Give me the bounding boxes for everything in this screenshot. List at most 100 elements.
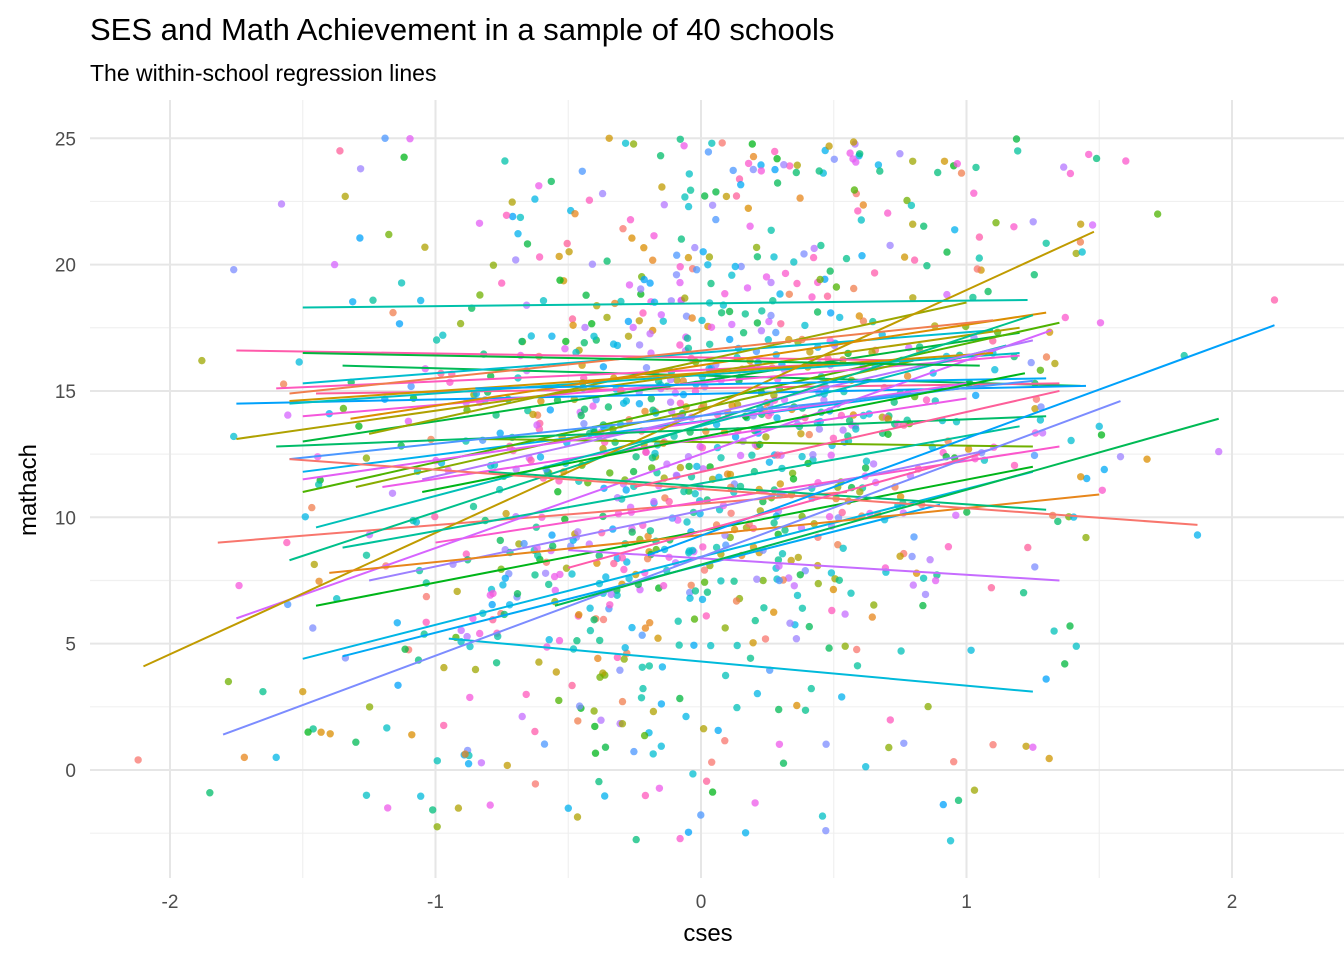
scatter-point [931, 576, 940, 585]
scatter-point [206, 789, 214, 797]
scatter-point [604, 403, 613, 411]
scatter-point [512, 256, 520, 264]
scatter-point [352, 738, 360, 746]
scatter-point [462, 550, 470, 558]
scatter-point [771, 165, 779, 174]
scatter-point [790, 258, 798, 266]
scatter-point [841, 610, 849, 618]
scatter-point [741, 829, 750, 837]
scatter-point [708, 201, 717, 209]
scatter-point [700, 578, 709, 586]
scatter-point [648, 454, 657, 462]
scatter-point [433, 823, 441, 831]
scatter-point [556, 276, 564, 284]
scatter-point [757, 327, 766, 335]
scatter-point [539, 297, 548, 305]
scatter-point [827, 569, 836, 577]
scatter-point [499, 581, 507, 589]
scatter-point [629, 140, 638, 148]
scatter-point [787, 556, 795, 565]
scatter-point [815, 167, 823, 175]
scatter-point [304, 728, 312, 736]
scatter-point [591, 749, 600, 757]
scatter-point [676, 278, 684, 287]
scatter-point [753, 575, 761, 583]
scatter-point [830, 155, 838, 163]
scatter-point [1036, 366, 1045, 374]
scatter-point [798, 604, 807, 612]
scatter-point [796, 571, 804, 579]
scatter-point [850, 284, 858, 293]
scatter-point [616, 666, 624, 674]
scatter-point [336, 147, 344, 155]
scatter-point [859, 201, 867, 209]
scatter-point [885, 743, 893, 752]
scatter-point [619, 225, 627, 233]
scatter-point [657, 742, 665, 750]
scatter-point [726, 335, 734, 344]
scatter-point [230, 432, 238, 441]
scatter-point [622, 397, 631, 405]
scatter-point [471, 665, 480, 674]
scatter-point [801, 321, 809, 330]
scatter-point [736, 451, 745, 460]
scatter-point [404, 417, 413, 425]
scatter-point [641, 791, 650, 800]
scatter-point [896, 150, 904, 158]
scatter-point [690, 641, 698, 649]
scatter-point [767, 226, 775, 234]
scatter-point [464, 760, 473, 768]
scatter-point [825, 142, 833, 150]
scatter-point [759, 576, 767, 585]
scatter-point [666, 398, 675, 406]
scatter-point [744, 204, 752, 212]
scatter-point [954, 796, 963, 805]
y-axis-title: mathach [15, 444, 42, 536]
scatter-point [594, 654, 602, 663]
scatter-point [537, 397, 545, 405]
scatter-point [969, 293, 977, 302]
scatter-point [494, 632, 502, 641]
scatter-point [896, 552, 904, 560]
scatter-point [856, 488, 864, 496]
scatter-point [446, 378, 454, 386]
scatter-point [568, 570, 576, 578]
scatter-point [810, 244, 818, 253]
scatter-point [314, 480, 323, 489]
scatter-point [1270, 296, 1279, 304]
scatter-point [272, 753, 280, 762]
scatter-point [659, 582, 668, 590]
scatter-point [672, 271, 681, 279]
scatter-point [477, 759, 486, 767]
scatter-point [518, 337, 526, 346]
scatter-point [777, 320, 785, 328]
scatter-point [836, 313, 844, 322]
scatter-point [315, 577, 323, 585]
regression-line [634, 389, 1060, 488]
regression-line [488, 470, 1047, 511]
scatter-point [826, 267, 834, 275]
scatter-point [728, 271, 736, 279]
scatter-point [788, 469, 797, 477]
scatter-point [708, 139, 716, 147]
scatter-point [834, 514, 843, 522]
regression-line [368, 301, 967, 435]
scatter-point [1088, 221, 1097, 229]
scatter-point [533, 421, 541, 429]
scatter-point [638, 663, 646, 671]
scatter-point [613, 591, 621, 599]
scatter-point [682, 312, 691, 320]
scatter-point [699, 248, 707, 256]
scatter-point [641, 407, 649, 416]
scatter-point [688, 314, 696, 322]
scatter-point [632, 453, 640, 461]
scatter-point [751, 616, 759, 625]
scatter-point [284, 411, 292, 419]
scatter-point [676, 263, 684, 271]
scatter-point [970, 189, 978, 197]
scatter-point [1042, 239, 1050, 247]
scatter-point [793, 161, 801, 169]
scatter-point [753, 689, 762, 698]
scatter-point [772, 328, 780, 337]
x-tick-label: -1 [427, 892, 444, 913]
